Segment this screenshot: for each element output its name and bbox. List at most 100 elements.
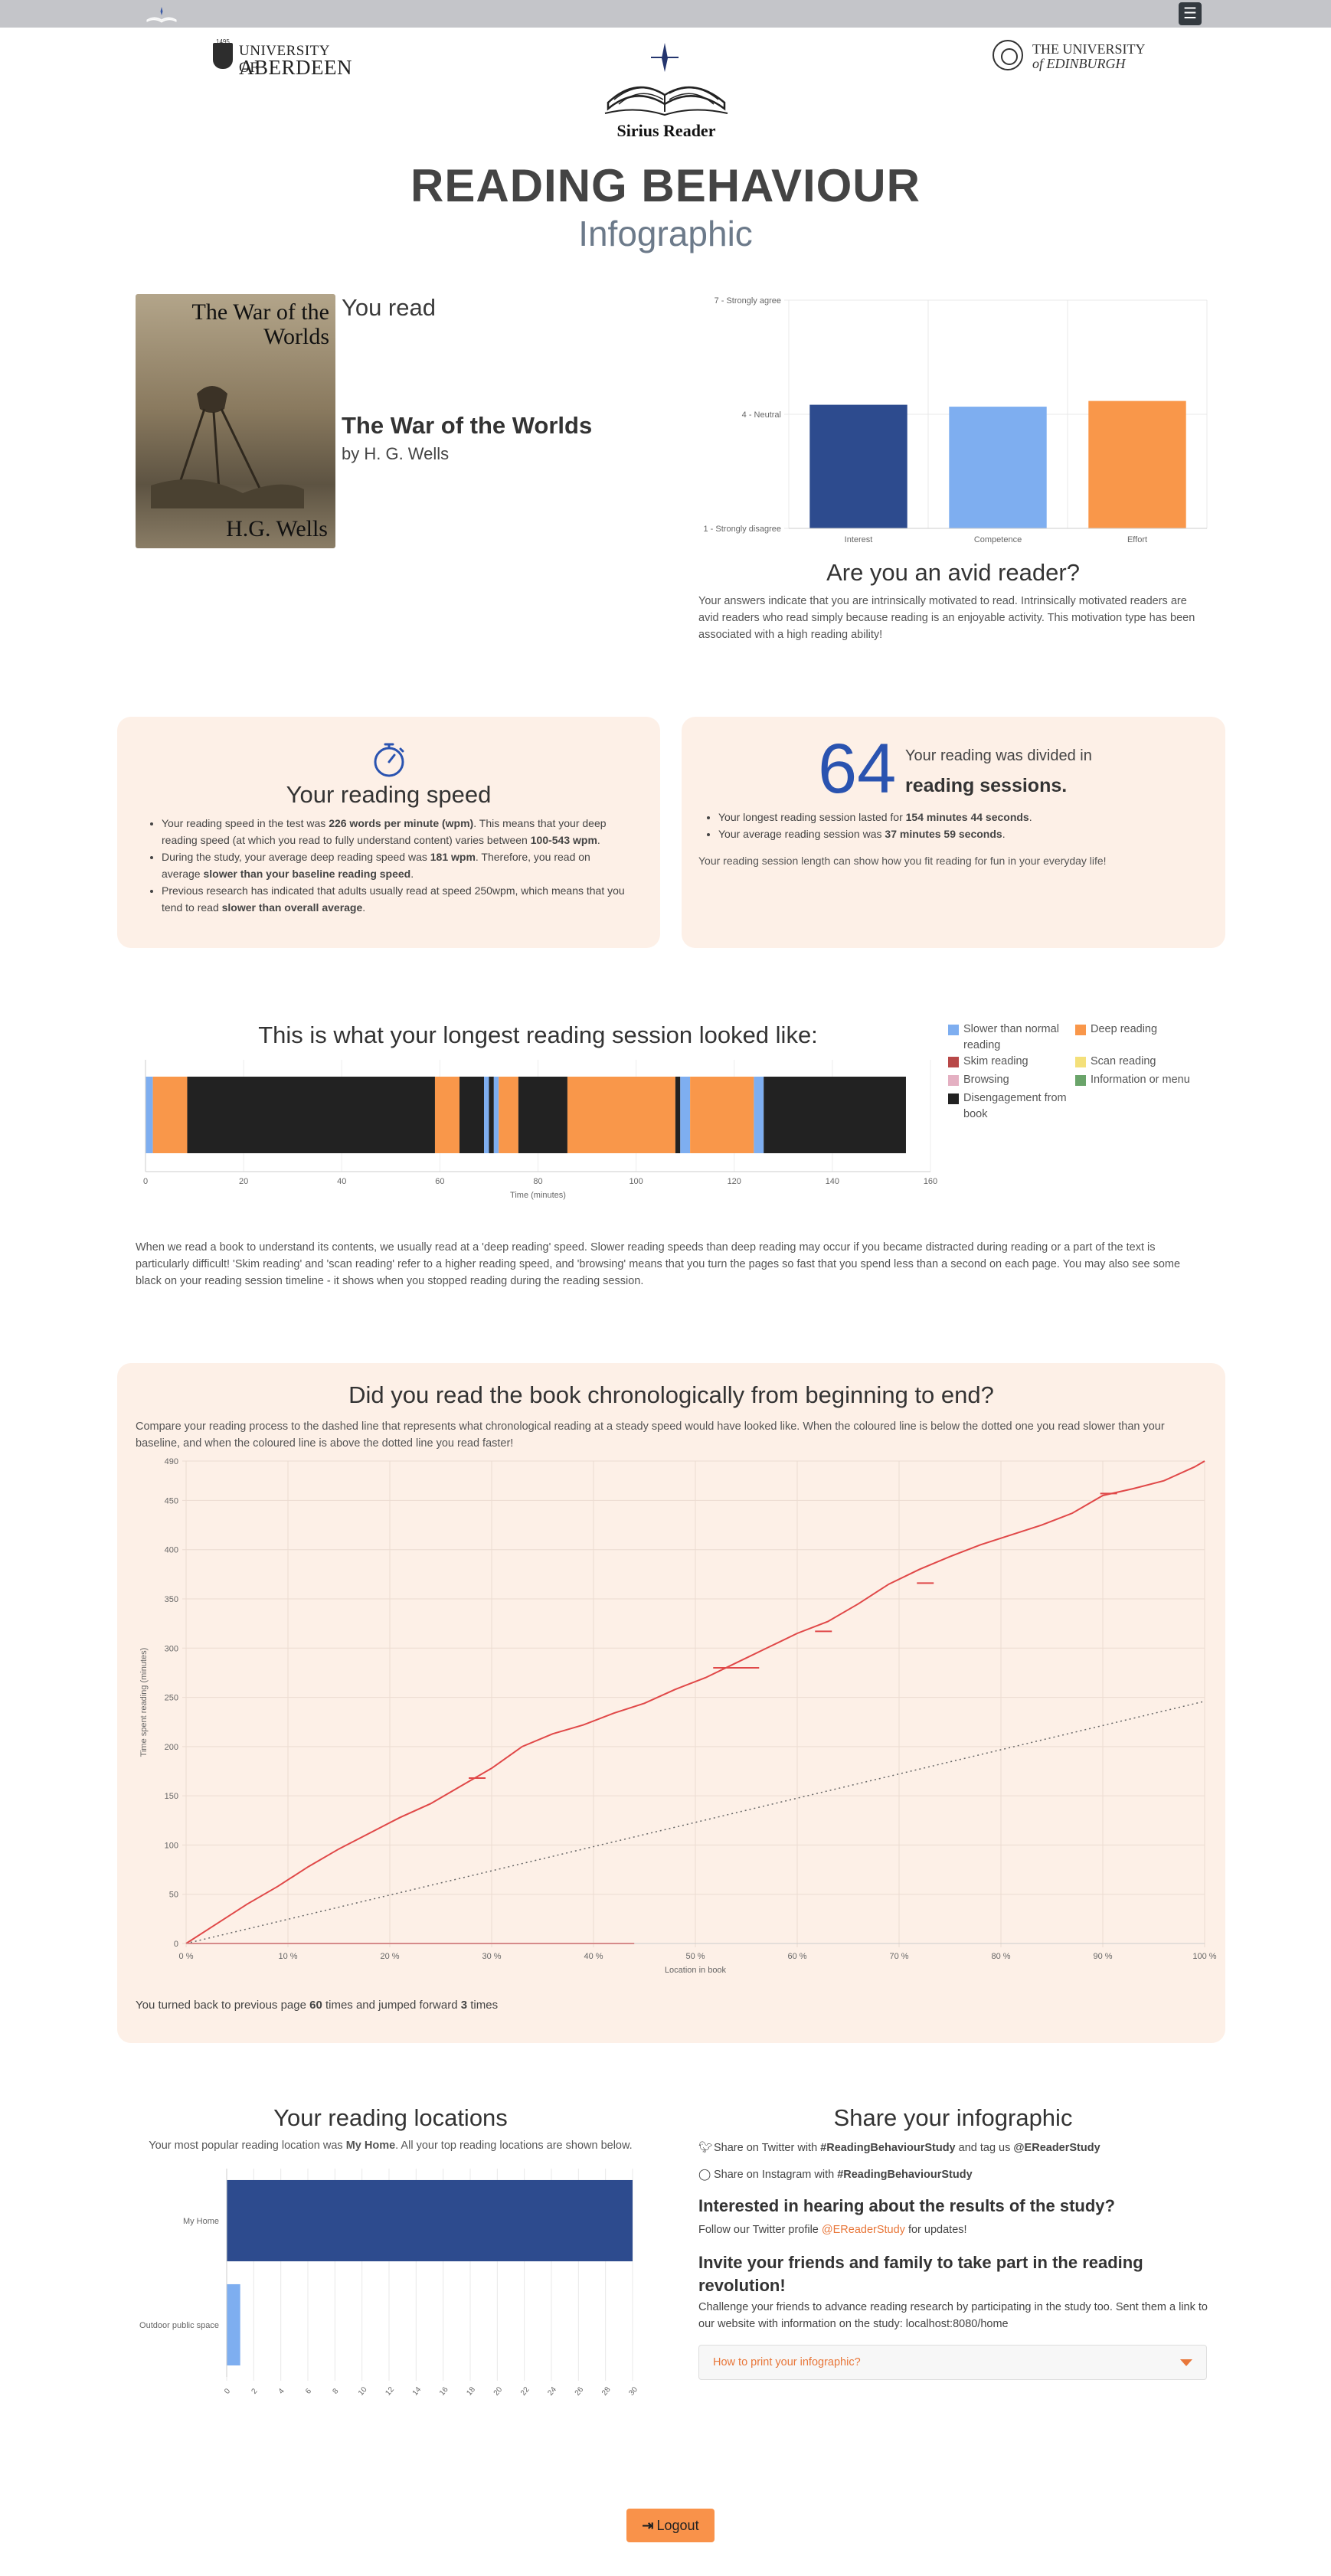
legend-label: Scan reading — [1091, 1055, 1156, 1067]
tripod-illustration — [151, 386, 304, 508]
edinburgh-line2: of EDINBURGH — [1032, 56, 1126, 71]
sessions-line1: Your reading was divided in — [905, 747, 1092, 764]
x-axis-label: Time (minutes) — [510, 1191, 566, 1200]
chronological-line-chart: 0 50 100 150 200 250 300 350 400 450 490 0 % 10 % 20 … — [139, 1457, 1217, 1975]
x-tick-label: 4 — [277, 2387, 286, 2396]
book-cover-title: The War of the Worlds — [191, 299, 329, 349]
location-bar — [227, 2179, 633, 2262]
x-tick-label: 16 — [438, 2385, 450, 2398]
x-tick-label: 50 % — [685, 1952, 705, 1961]
x-tick-label: 28 — [600, 2385, 613, 2398]
avid-reader-title: Are you an avid reader? — [826, 559, 1080, 586]
x-tick-label: 70 % — [889, 1952, 908, 1961]
x-tick-label: 20 — [239, 1177, 248, 1186]
x-tick-label: 100 — [629, 1177, 643, 1186]
edinburgh-seal-icon — [993, 40, 1023, 70]
timeline-segment — [499, 1077, 518, 1153]
reading-progress-line — [185, 1460, 1205, 1944]
speed-bullet-1: Your reading speed in the test was 226 w… — [162, 815, 629, 848]
page-title: READING BEHAVIOUR — [410, 160, 921, 211]
timeline-segment — [567, 1077, 675, 1153]
legend-item: Scan reading — [1075, 1054, 1228, 1070]
y-tick-label: 4 - Neutral — [742, 410, 781, 420]
edinburgh-line1: THE UNIVERSITY — [1032, 41, 1146, 57]
legend-swatch — [948, 1025, 959, 1035]
legend-label: Slower than normal reading — [963, 1023, 1059, 1051]
sirius-reader-logo: Sirius Reader — [597, 38, 735, 145]
legend-swatch — [1075, 1025, 1086, 1035]
x-tick-label: 40 — [337, 1177, 346, 1186]
sessions-line2: reading sessions. — [905, 775, 1068, 796]
speed-bullet-2: During the study, your average deep read… — [162, 848, 629, 882]
x-tick-label: 20 — [492, 2385, 505, 2398]
page-subtitle: Infographic — [578, 214, 753, 253]
logout-button[interactable]: ⇥ Logout — [626, 2509, 715, 2542]
x-tick-label: 14 — [411, 2385, 424, 2398]
timeline-segment — [489, 1077, 494, 1153]
x-tick-label: 60 % — [787, 1952, 806, 1961]
y-tick-label: 490 — [165, 1457, 178, 1466]
stopwatch-icon — [374, 743, 404, 777]
legend-item: Browsing — [948, 1072, 1101, 1088]
x-axis-label: Location in book — [665, 1966, 727, 1975]
x-tick-label: 2 — [250, 2387, 259, 2396]
aberdeen-crest-icon — [213, 43, 233, 69]
legend-item: Slower than normal reading — [948, 1022, 1071, 1054]
timeline-title: This is what your longest reading sessio… — [258, 1022, 818, 1048]
accordion-label: How to print your infographic? — [713, 2356, 861, 2368]
reading-speed-title: Your reading speed — [286, 781, 492, 808]
share-twitter[interactable]: 🐦︎ Share on Twitter with #ReadingBehaviou… — [698, 2142, 1100, 2154]
print-infographic-accordion[interactable]: How to print your infographic? — [698, 2345, 1207, 2380]
speed-bullet-3: Previous research has indicated that adu… — [162, 882, 629, 916]
x-tick-label: 20 % — [380, 1952, 399, 1961]
aberdeen-logo: 1495 UNIVERSITY OF ABERDEEN — [208, 37, 352, 79]
y-tick-label: 7 - Strongly agree — [715, 296, 781, 306]
y-tick-label: 150 — [165, 1792, 178, 1801]
y-tick-label: 300 — [165, 1644, 178, 1653]
chronological-description: Compare your reading process to the dash… — [136, 1420, 1165, 1450]
share-instagram[interactable]: ◯ Share on Instagram with #ReadingBehavio… — [698, 2169, 973, 2181]
timeline-segment — [754, 1077, 764, 1153]
x-tick-label: 0 % — [179, 1952, 194, 1961]
session-timeline-chart: 0 20 40 60 80 100 120 140 160 Time (minutes) — [143, 1060, 937, 1200]
x-tick-label: 10 % — [278, 1952, 297, 1961]
sessions-list: Your longest reading session lasted for … — [703, 809, 1208, 842]
legend-item: Information or menu — [1075, 1072, 1228, 1088]
top-navbar: ☰ — [0, 0, 1331, 28]
timeline-segment — [187, 1077, 435, 1153]
y-tick-label: 200 — [165, 1743, 178, 1752]
timeline-segment — [764, 1077, 906, 1153]
aberdeen-line1: UNIVERSITY OF — [239, 43, 330, 76]
x-tick-label: 0 — [143, 1177, 148, 1186]
x-tick-label: 140 — [826, 1177, 839, 1186]
motivation-bar — [809, 404, 908, 528]
x-tick-label: 120 — [728, 1177, 741, 1186]
x-tick-label: 12 — [384, 2385, 396, 2398]
twitter-profile-link[interactable]: @EReaderStudy — [821, 2224, 905, 2236]
legend-swatch — [1075, 1057, 1086, 1067]
x-tick-label: 30 % — [482, 1952, 501, 1961]
legend-item: Disengagement from book — [948, 1090, 1071, 1123]
legend-label: Disengagement from book — [963, 1092, 1067, 1120]
page-turns-summary: You turned back to previous page 60 time… — [136, 1999, 499, 2012]
y-tick-label: 350 — [165, 1595, 178, 1604]
legend-item: Skim reading — [948, 1054, 1101, 1070]
motivation-bar — [949, 407, 1047, 528]
timeline-segment — [459, 1077, 485, 1153]
hamburger-icon[interactable]: ☰ — [1179, 2, 1202, 25]
sirius-reader-name: Sirius Reader — [616, 121, 716, 140]
avid-reader-text: Your answers indicate that you are intri… — [698, 595, 1195, 641]
chronological-card: Did you read the book chronologically fr… — [117, 1363, 1225, 2043]
y-tick-label: 0 — [174, 1940, 178, 1949]
interest-title: Interested in hearing about the results … — [698, 2196, 1115, 2215]
locations-description: Your most popular reading location was M… — [149, 2140, 633, 2152]
legend-label: Deep reading — [1091, 1023, 1158, 1035]
legend-item: Deep reading — [1075, 1022, 1228, 1038]
x-tick-label: 18 — [465, 2385, 477, 2398]
timeline-segment — [484, 1077, 489, 1153]
book-icon[interactable] — [142, 5, 181, 25]
y-tick-label: 100 — [165, 1841, 178, 1850]
motivation-bar-chart: 7 - Strongly agree 4 - Neutral 1 - Strongl… — [704, 296, 1208, 544]
session-bullet-2: Your average reading session was 37 minu… — [718, 825, 1208, 842]
timeline-segment — [675, 1077, 681, 1153]
